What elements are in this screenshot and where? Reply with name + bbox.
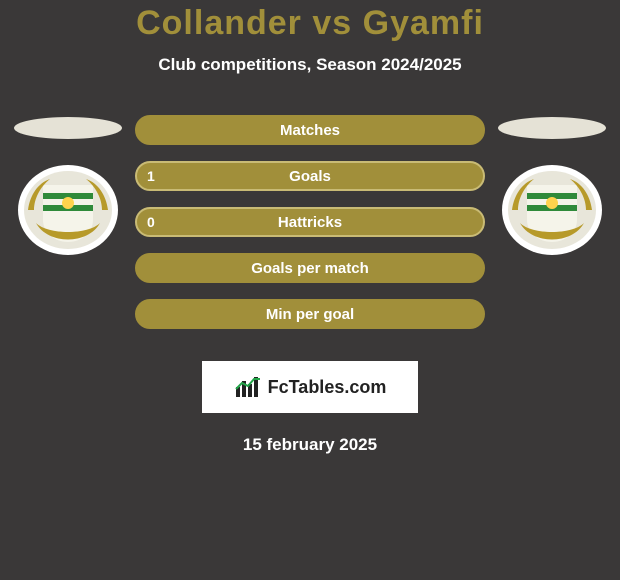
stat-label: Hattricks [278, 214, 342, 231]
stat-label: Goals per match [251, 260, 369, 277]
stat-left-value: 0 [147, 214, 155, 230]
stat-left-value: 1 [147, 168, 155, 184]
stat-pill-goals: 1 Goals [135, 161, 485, 191]
stat-pill-mpg: Min per goal [135, 299, 485, 329]
subtitle: Club competitions, Season 2024/2025 [0, 55, 620, 75]
club-crest-icon [18, 165, 118, 255]
page-title: Collander vs Gyamfi [0, 4, 620, 43]
left-player-badge [18, 165, 118, 255]
stat-label: Min per goal [266, 306, 354, 323]
bar-chart-icon [234, 375, 262, 399]
club-crest-icon [502, 165, 602, 255]
right-player-badge [502, 165, 602, 255]
stat-label: Matches [280, 122, 340, 139]
left-stand [14, 117, 122, 139]
logo-text: FcTables.com [268, 377, 387, 398]
date-line: 15 february 2025 [0, 435, 620, 455]
root: Collander vs Gyamfi Club competitions, S… [0, 0, 620, 455]
stat-pill-gpm: Goals per match [135, 253, 485, 283]
right-stand [498, 117, 606, 139]
fctables-logo: FcTables.com [202, 361, 418, 413]
stat-label: Goals [289, 168, 331, 185]
stat-pill-matches: Matches [135, 115, 485, 145]
stat-pill-list: Matches 1 Goals 0 Hattricks Goals per ma… [135, 115, 485, 329]
compare-area: Matches 1 Goals 0 Hattricks Goals per ma… [0, 115, 620, 345]
stat-pill-hattricks: 0 Hattricks [135, 207, 485, 237]
